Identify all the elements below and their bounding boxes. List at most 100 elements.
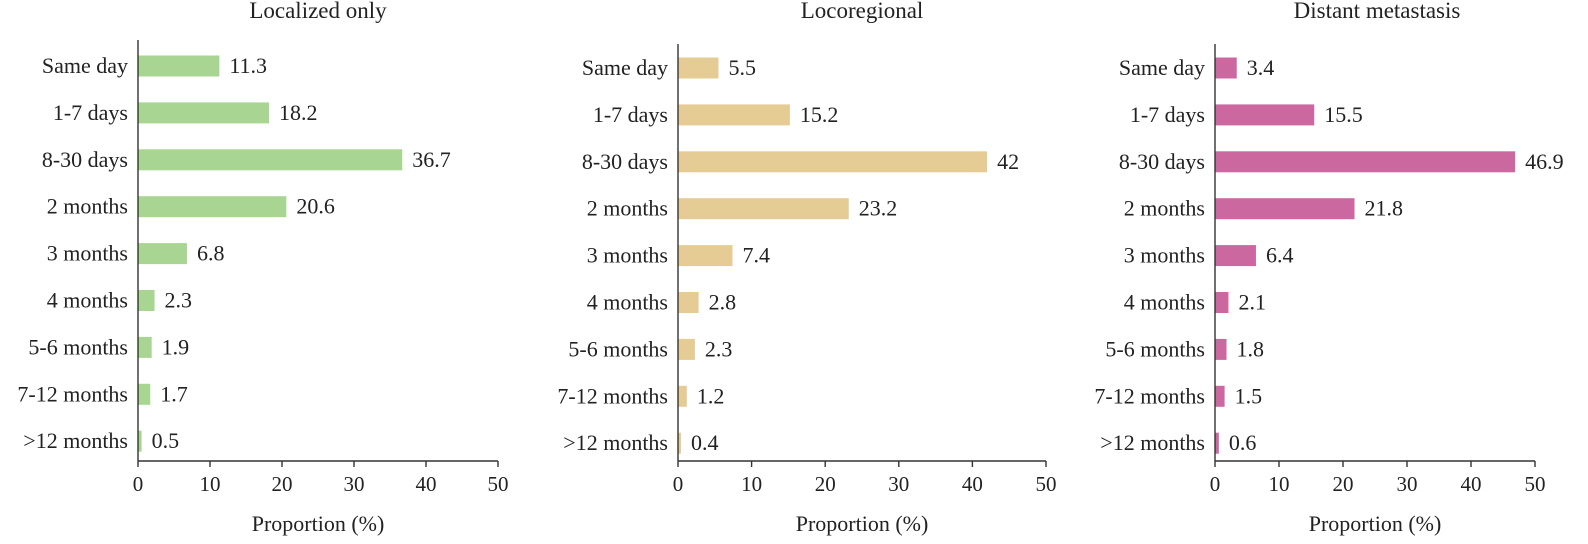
x-tick-label: 0	[673, 472, 684, 496]
bar	[1215, 151, 1516, 173]
data-label: 1.7	[160, 381, 188, 406]
bar	[138, 336, 152, 358]
category-label: 5-6 months	[1105, 336, 1205, 361]
bar	[678, 385, 687, 407]
x-tick-label: 30	[888, 472, 909, 496]
data-label: 0.5	[152, 428, 180, 453]
data-label: 21.8	[1365, 196, 1404, 221]
x-tick-label: 50	[1525, 472, 1546, 496]
data-label: 5.5	[728, 55, 756, 80]
category-label: 8-30 days	[582, 149, 668, 174]
category-label: >12 months	[1100, 430, 1205, 455]
category-label: 1-7 days	[593, 102, 668, 127]
data-label: 0.6	[1229, 430, 1257, 455]
category-label: 5-6 months	[28, 334, 128, 359]
x-tick-label: 30	[344, 472, 365, 496]
bar	[1215, 57, 1237, 79]
category-label: 4 months	[1124, 290, 1205, 315]
x-tick-label: 50	[1036, 472, 1057, 496]
category-label: 7-12 months	[1094, 383, 1205, 408]
x-tick-label: 10	[741, 472, 762, 496]
x-tick-label: 20	[1333, 472, 1354, 496]
data-label: 15.2	[800, 102, 839, 127]
bar	[678, 198, 849, 220]
category-label: 1-7 days	[53, 100, 128, 125]
x-tick-label: 40	[1461, 472, 1482, 496]
data-label: 36.7	[412, 147, 451, 172]
category-label: 2 months	[1124, 196, 1205, 221]
bar	[138, 243, 187, 265]
bar	[1215, 292, 1229, 313]
chart-panel-1: Localized only Same day 11.3 1-7 days 18.2 8-…	[17, 0, 508, 536]
bar	[138, 55, 220, 77]
category-label: 7-12 months	[17, 381, 128, 406]
chart-title: Locoregional	[801, 0, 924, 23]
data-label: 2.1	[1238, 290, 1266, 315]
data-label: 18.2	[279, 100, 318, 125]
category-label: 1-7 days	[1130, 102, 1205, 127]
bar	[1215, 245, 1256, 267]
x-axis-label: Proportion (%)	[796, 511, 929, 536]
bar	[678, 432, 681, 454]
category-label: 2 months	[47, 194, 128, 219]
data-label: 46.9	[1525, 149, 1564, 174]
x-tick-label: 0	[133, 472, 144, 496]
data-label: 1.9	[162, 334, 190, 359]
bar	[138, 383, 151, 405]
bar	[1215, 198, 1355, 220]
x-tick-label: 20	[815, 472, 836, 496]
bar	[138, 149, 403, 171]
category-label: >12 months	[23, 428, 128, 453]
bar	[138, 290, 155, 311]
bar	[678, 104, 790, 126]
data-label: 11.3	[229, 53, 267, 78]
category-label: Same day	[42, 53, 128, 78]
data-label: 2.8	[709, 290, 737, 315]
bar	[678, 338, 695, 360]
data-label: 23.2	[859, 196, 898, 221]
x-axis-label: Proportion (%)	[1309, 511, 1442, 536]
category-label: 8-30 days	[1119, 149, 1205, 174]
x-tick-label: 40	[416, 472, 437, 496]
chart-title: Distant metastasis	[1294, 0, 1461, 23]
data-label: 7.4	[742, 243, 770, 268]
data-label: 6.4	[1266, 243, 1294, 268]
x-tick-label: 50	[488, 472, 509, 496]
category-label: 3 months	[587, 243, 668, 268]
category-label: 3 months	[47, 241, 128, 266]
category-label: Same day	[1119, 55, 1205, 80]
category-label: 4 months	[587, 290, 668, 315]
bar	[138, 196, 287, 218]
data-label: 6.8	[197, 241, 225, 266]
data-label: 2.3	[165, 288, 193, 313]
data-label: 1.8	[1237, 336, 1265, 361]
x-tick-label: 40	[962, 472, 983, 496]
category-label: 7-12 months	[557, 383, 668, 408]
category-label: >12 months	[563, 430, 668, 455]
bar	[1215, 432, 1219, 454]
data-label: 42	[997, 149, 1019, 174]
category-label: 4 months	[47, 288, 128, 313]
bar	[678, 292, 699, 313]
category-label: 3 months	[1124, 243, 1205, 268]
x-tick-label: 10	[1269, 472, 1290, 496]
x-tick-label: 30	[1397, 472, 1418, 496]
data-label: 1.2	[697, 383, 725, 408]
bar	[138, 430, 142, 452]
chart-panel-2: Locoregional Same day 5.5 1-7 days 15.2 8-30 …	[557, 0, 1056, 536]
category-label: 8-30 days	[42, 147, 128, 172]
bar	[678, 245, 733, 267]
chart-title: Localized only	[249, 0, 387, 23]
category-label: 2 months	[587, 196, 668, 221]
data-label: 2.3	[705, 336, 733, 361]
x-tick-label: 0	[1210, 472, 1221, 496]
category-label: 5-6 months	[568, 336, 668, 361]
data-label: 3.4	[1247, 55, 1275, 80]
bar	[678, 151, 988, 173]
bar	[678, 57, 719, 79]
chart-panel-3: Distant metastasis Same day 3.4 1-7 days 15.…	[1094, 0, 1563, 536]
bar	[1215, 338, 1227, 360]
data-label: 20.6	[296, 194, 335, 219]
x-tick-label: 20	[272, 472, 293, 496]
